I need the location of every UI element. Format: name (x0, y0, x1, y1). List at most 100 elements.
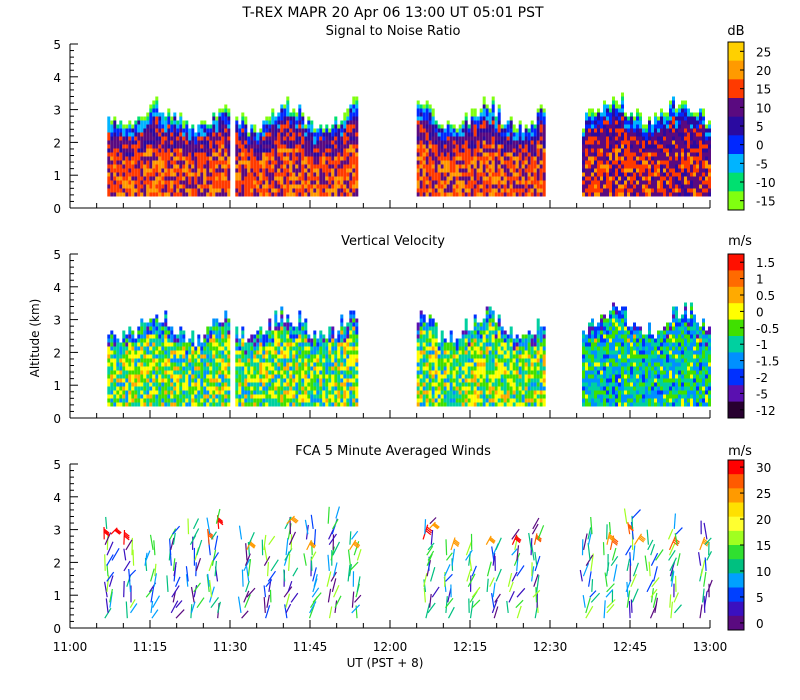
heatmap-cell (158, 160, 162, 165)
heatmap-cell (271, 184, 275, 189)
heatmap-cell (188, 370, 192, 375)
heatmap-cell (449, 188, 453, 193)
heatmap-cell (666, 164, 669, 169)
heatmap-cell (343, 120, 347, 125)
heatmap-cell (337, 192, 341, 197)
heatmap-cell (313, 188, 317, 193)
heatmap-cell (185, 168, 189, 173)
heatmap-cell (669, 192, 672, 197)
heatmap-cell (467, 128, 471, 133)
heatmap-cell (265, 394, 269, 399)
heatmap-cell (286, 136, 290, 141)
heatmap-cell (705, 184, 708, 189)
heatmap-cell (693, 136, 696, 141)
heatmap-cell (164, 322, 168, 327)
heatmap-cell (690, 164, 693, 169)
heatmap-cell (191, 350, 195, 355)
heatmap-cell (310, 398, 314, 403)
heatmap-cell (164, 124, 168, 129)
heatmap-cell (250, 144, 254, 149)
heatmap-cell (146, 164, 150, 169)
heatmap-cell (161, 160, 165, 165)
heatmap-cell (425, 136, 429, 141)
heatmap-cell (110, 176, 114, 181)
heatmap-cell (473, 116, 477, 121)
heatmap-cell (122, 334, 126, 339)
heatmap-cell (346, 156, 350, 161)
heatmap-cell (603, 124, 606, 129)
heatmap-cell (681, 164, 684, 169)
heatmap-cell (663, 132, 666, 137)
heatmap-cell (131, 148, 135, 153)
heatmap-cell (346, 152, 350, 157)
heatmap-cell (200, 358, 204, 363)
heatmap-cell (500, 148, 504, 153)
heatmap-cell (173, 346, 177, 351)
heatmap-cell (218, 160, 222, 165)
heatmap-cell (606, 116, 609, 121)
heatmap-cell (286, 164, 290, 169)
heatmap-cell (702, 164, 705, 169)
heatmap-cell (467, 144, 471, 149)
heatmap-cell (612, 152, 615, 157)
heatmap-cell (221, 136, 225, 141)
heatmap-cell (316, 382, 320, 387)
heatmap-cell (271, 192, 275, 197)
heatmap-cell (119, 346, 123, 351)
heatmap-cell (179, 116, 183, 121)
heatmap-cell (651, 128, 654, 133)
heatmap-cell (428, 152, 432, 157)
heatmap-cell (346, 144, 350, 149)
heatmap-cell (491, 144, 495, 149)
heatmap-cell (110, 362, 114, 367)
heatmap-cell (253, 184, 257, 189)
heatmap-cell (600, 144, 603, 149)
heatmap-cell (325, 354, 329, 359)
heatmap-cell (313, 144, 317, 149)
heatmap-cell (663, 124, 666, 129)
heatmap-cell (158, 112, 162, 117)
heatmap-cell (533, 152, 537, 157)
heatmap-cell (473, 136, 477, 141)
heatmap-cell (494, 168, 498, 173)
heatmap-cell (188, 184, 192, 189)
heatmap-cell (158, 378, 162, 383)
heatmap-cell (241, 394, 245, 399)
heatmap-cell (319, 382, 323, 387)
heatmap-cell (678, 144, 681, 149)
heatmap-cell (209, 156, 213, 161)
heatmap-cell (173, 144, 177, 149)
heatmap-cell (434, 156, 438, 161)
heatmap-cell (185, 386, 189, 391)
heatmap-cell (125, 156, 129, 161)
heatmap-cell (158, 374, 162, 379)
heatmap-cell (461, 132, 465, 137)
heatmap-cell (241, 124, 245, 129)
heatmap-cell (280, 112, 284, 117)
heatmap-cell (224, 172, 228, 177)
heatmap-cell (280, 168, 284, 173)
heatmap-cell (277, 156, 281, 161)
heatmap-cell (485, 116, 489, 121)
heatmap-cell (268, 362, 272, 367)
heatmap-cell (482, 180, 486, 185)
heatmap-cell (416, 132, 420, 137)
heatmap-cell (609, 120, 612, 125)
heatmap-cell (591, 168, 594, 173)
heatmap-cell (167, 160, 171, 165)
heatmap-cell (325, 386, 329, 391)
heatmap-cell (259, 136, 263, 141)
heatmap-cell (235, 402, 239, 407)
heatmap-cell (331, 362, 335, 367)
heatmap-cell (298, 132, 302, 137)
heatmap-cell (140, 136, 144, 141)
heatmap-cell (298, 144, 302, 149)
heatmap-cell (161, 192, 165, 197)
heatmap-cell (491, 168, 495, 173)
heatmap-cell (304, 124, 308, 129)
heatmap-cell (289, 172, 293, 177)
heatmap-cell (621, 164, 624, 169)
heatmap-cell (149, 342, 153, 347)
heatmap-cell (212, 152, 216, 157)
heatmap-cell (209, 350, 213, 355)
